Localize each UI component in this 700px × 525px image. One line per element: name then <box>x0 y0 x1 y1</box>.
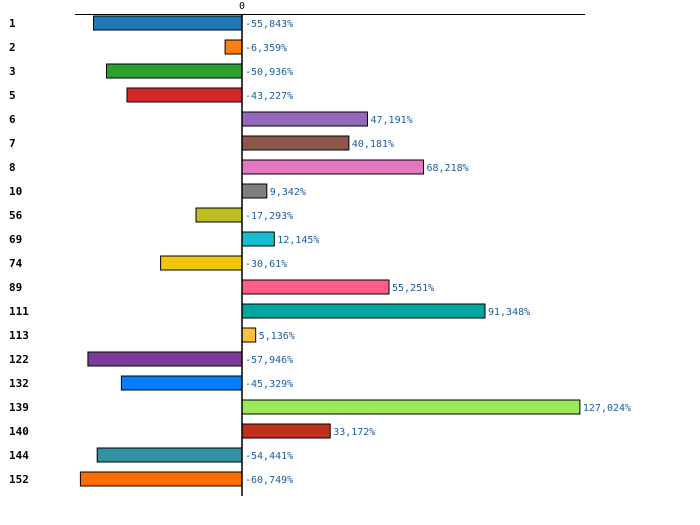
category-label-56: 56 <box>9 209 23 222</box>
category-label-10: 10 <box>9 185 22 198</box>
category-label-140: 140 <box>9 425 29 438</box>
category-labels-group: 1235678105669748911111312213213914014415… <box>9 17 29 486</box>
value-label-2: -6,359% <box>245 43 287 54</box>
bar-139 <box>241 399 581 415</box>
value-label-1: -55,843% <box>245 19 293 30</box>
bar-113 <box>241 327 257 343</box>
category-label-8: 8 <box>9 161 16 174</box>
category-label-122: 122 <box>9 353 29 366</box>
category-label-2: 2 <box>9 41 16 54</box>
bar-1 <box>93 15 243 31</box>
bar-5 <box>126 87 243 103</box>
value-label-140: 33,172% <box>333 427 375 438</box>
value-label-7: 40,181% <box>352 139 394 150</box>
value-label-152: -60,749% <box>245 475 293 486</box>
value-label-144: -54,441% <box>245 451 293 462</box>
value-label-5: -43,227% <box>245 91 293 102</box>
value-label-56: -17,293% <box>245 211 293 222</box>
category-label-113: 113 <box>9 329 29 342</box>
bar-6 <box>241 111 368 127</box>
category-label-7: 7 <box>9 137 16 150</box>
category-label-89: 89 <box>9 281 22 294</box>
value-label-111: 91,348% <box>488 307 530 318</box>
value-label-89: 55,251% <box>392 283 434 294</box>
category-label-5: 5 <box>9 89 16 102</box>
value-label-69: 12,145% <box>277 235 319 246</box>
value-label-6: 47,191% <box>371 115 413 126</box>
value-label-132: -45,329% <box>245 379 293 390</box>
value-labels-group: -55,843% -6,359% -50,936% -43,227% 47,191% 40… <box>245 19 631 486</box>
bar-140 <box>241 423 331 439</box>
bar-2 <box>224 39 243 55</box>
category-label-152: 152 <box>9 473 29 486</box>
bar-144 <box>96 447 243 463</box>
category-label-139: 139 <box>9 401 29 414</box>
bars-group <box>79 15 581 487</box>
category-label-111: 111 <box>9 305 29 318</box>
category-label-74: 74 <box>9 257 23 270</box>
bar-122 <box>87 351 243 367</box>
value-label-8: 68,218% <box>427 163 469 174</box>
bar-3 <box>106 63 243 79</box>
bar-69 <box>241 231 275 247</box>
value-label-10: 9,342% <box>270 187 306 198</box>
value-label-3: -50,936% <box>245 67 293 78</box>
bar-10 <box>241 183 268 199</box>
category-label-69: 69 <box>9 233 22 246</box>
category-label-132: 132 <box>9 377 29 390</box>
bar-56 <box>195 207 243 223</box>
bar-74 <box>160 255 243 271</box>
category-label-144: 144 <box>9 449 29 462</box>
category-label-1: 1 <box>9 17 16 30</box>
bar-111 <box>241 303 486 319</box>
bar-8 <box>241 159 424 175</box>
value-label-122: -57,946% <box>245 355 293 366</box>
bar-7 <box>241 135 350 151</box>
value-label-139: 127,024% <box>583 403 631 414</box>
value-label-74: -30,61% <box>245 259 287 270</box>
bar-152 <box>79 471 243 487</box>
category-label-3: 3 <box>9 65 16 78</box>
category-label-6: 6 <box>9 113 16 126</box>
value-label-113: 5,136% <box>259 331 295 342</box>
bar-132 <box>120 375 243 391</box>
bar-89 <box>241 279 390 295</box>
zero-tick-label: 0 <box>239 1 245 12</box>
